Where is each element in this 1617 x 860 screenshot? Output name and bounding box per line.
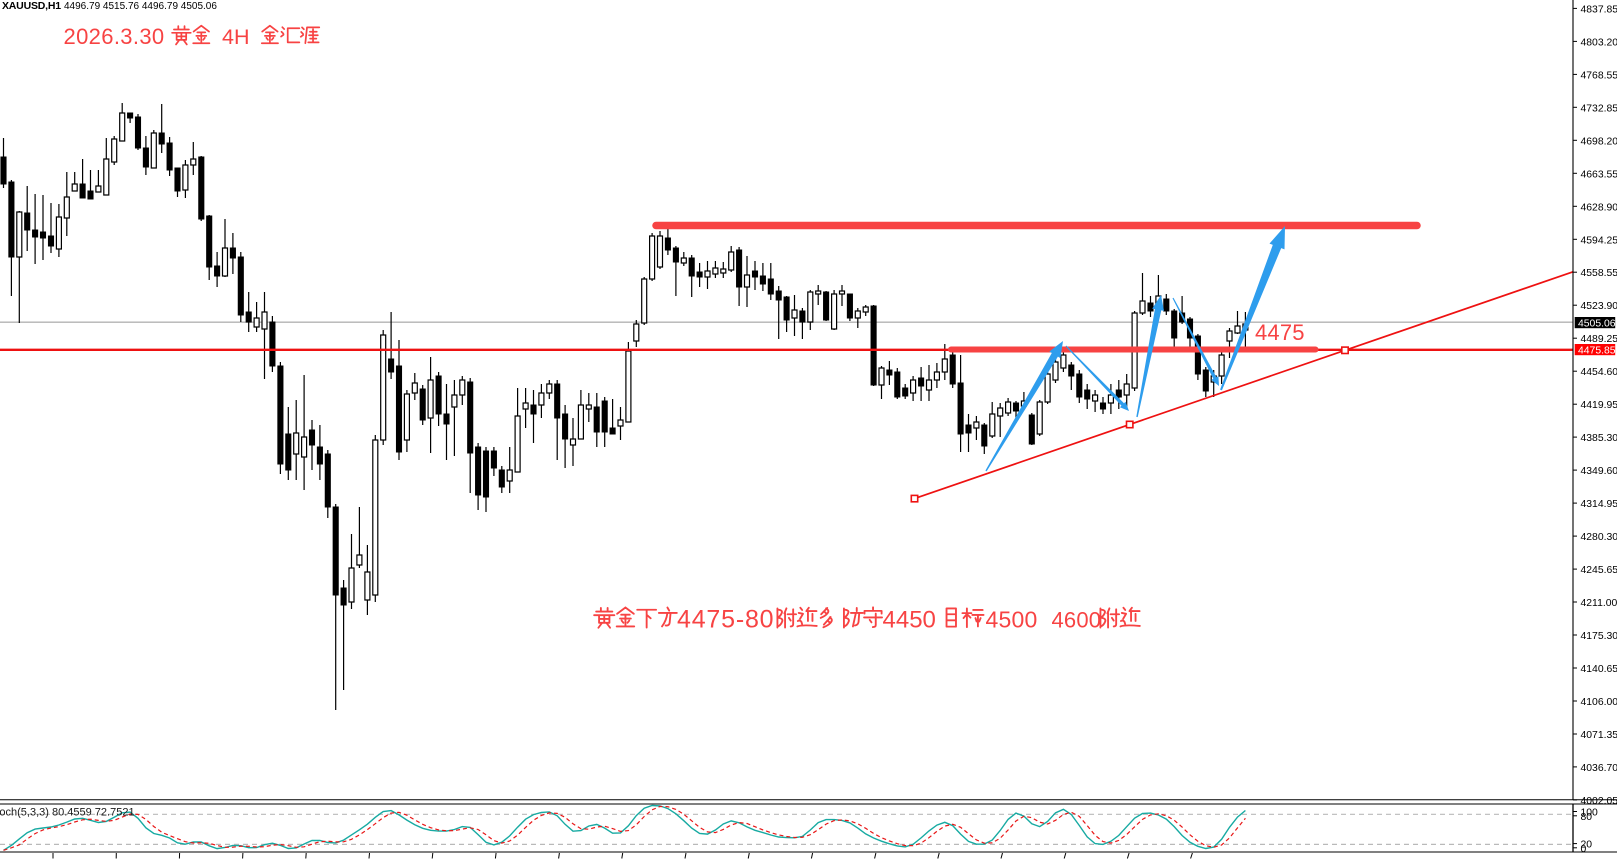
svg-text:4475-80: 4475-80 <box>677 606 774 634</box>
svg-text:4211.00: 4211.00 <box>1581 598 1617 609</box>
svg-text:4280.30: 4280.30 <box>1581 532 1617 543</box>
svg-text:4175.30: 4175.30 <box>1581 631 1617 642</box>
svg-text:XAUUSD,H1: XAUUSD,H1 <box>2 0 61 12</box>
svg-text:100: 100 <box>1581 808 1599 819</box>
svg-text:4594.25: 4594.25 <box>1581 235 1617 246</box>
svg-text:20: 20 <box>1581 840 1593 851</box>
svg-text:4698.20: 4698.20 <box>1581 136 1617 147</box>
svg-text:4349.60: 4349.60 <box>1581 466 1617 477</box>
svg-text:4419.95: 4419.95 <box>1581 400 1617 411</box>
svg-text:4385.30: 4385.30 <box>1581 433 1617 444</box>
svg-text:4314.95: 4314.95 <box>1581 499 1617 510</box>
svg-text:4505.06: 4505.06 <box>1578 319 1616 330</box>
svg-text:4071.35: 4071.35 <box>1581 730 1617 741</box>
svg-text:4489.25: 4489.25 <box>1581 334 1617 345</box>
svg-text:4140.65: 4140.65 <box>1581 664 1617 675</box>
svg-text:4628.90: 4628.90 <box>1581 202 1617 213</box>
svg-text:4496.79 4515.76 4496.79 4505.0: 4496.79 4515.76 4496.79 4505.06 <box>64 1 217 12</box>
svg-text:4475.85: 4475.85 <box>1578 346 1616 357</box>
svg-text:0: 0 <box>1581 844 1587 855</box>
svg-text:80: 80 <box>1581 812 1593 823</box>
svg-text:4036.70: 4036.70 <box>1581 763 1617 774</box>
svg-text:2026.3.30: 2026.3.30 <box>64 24 165 49</box>
svg-text:Stoch(5,3,3) 80.4559 72.7521: Stoch(5,3,3) 80.4559 72.7521 <box>0 807 135 819</box>
svg-text:4500: 4500 <box>986 607 1038 633</box>
svg-text:4663.55: 4663.55 <box>1581 169 1617 180</box>
svg-text:4732.85: 4732.85 <box>1581 103 1617 114</box>
svg-text:4H: 4H <box>222 25 249 49</box>
svg-text:4803.20: 4803.20 <box>1581 37 1617 48</box>
svg-text:4523.90: 4523.90 <box>1581 301 1617 312</box>
svg-text:4245.65: 4245.65 <box>1581 565 1617 576</box>
svg-text:4768.55: 4768.55 <box>1581 70 1617 81</box>
svg-text:4837.85: 4837.85 <box>1581 4 1617 15</box>
svg-text:4002.05: 4002.05 <box>1581 796 1617 807</box>
svg-text:4454.60: 4454.60 <box>1581 367 1617 378</box>
svg-text:4475: 4475 <box>1255 320 1305 345</box>
svg-text:4558.55: 4558.55 <box>1581 268 1617 279</box>
svg-text:4106.00: 4106.00 <box>1581 697 1617 708</box>
svg-text:4600: 4600 <box>1052 608 1102 633</box>
svg-text:4450: 4450 <box>883 607 936 634</box>
